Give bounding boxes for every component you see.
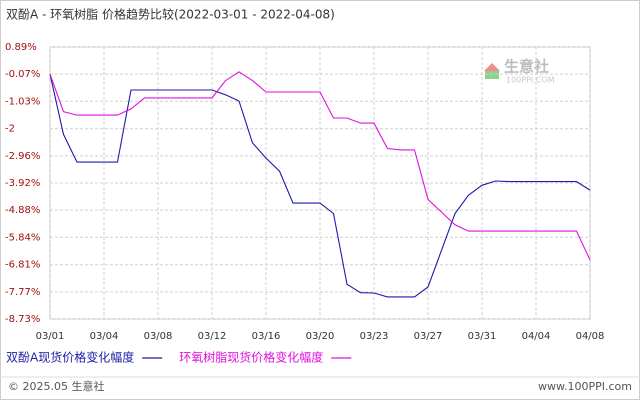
x-tick-label: 04/08 [576,331,605,342]
x-tick-label: 03/04 [90,331,119,342]
watermark-icon [484,63,500,71]
y-tick-label: -3.92% [5,178,40,189]
y-tick-label: -2.96% [5,151,40,162]
watermark-icon-base [485,71,499,79]
footer-right: www.100PPI.com [538,380,632,393]
x-tick-label: 03/27 [414,331,443,342]
x-tick-label: 03/16 [252,331,281,342]
y-tick-label: -2 [5,124,15,135]
series-line [49,71,591,261]
y-tick-label: -6.81% [5,260,40,271]
x-tick-label: 03/01 [36,331,65,342]
x-tick-label: 03/23 [360,331,389,342]
watermark-site: 100PPI.COM [506,76,555,85]
chart-title: 双酚A - 环氧树脂 价格趋势比较(2022-03-01 - 2022-04-0… [6,7,335,22]
footer-left: © 2025.05 生意社 [8,379,104,393]
y-tick-label: 0.89% [5,42,37,53]
y-tick-label: -8.73% [5,314,40,325]
x-tick-label: 03/31 [468,331,497,342]
y-tick-label: -5.84% [5,232,40,243]
x-tick-label: 03/08 [144,331,173,342]
y-tick-label: -1.03% [5,96,40,107]
watermark-name: 生意社 [504,58,549,76]
series-line [49,73,591,298]
y-tick-label: -4.88% [5,205,40,216]
x-tick-label: 03/12 [198,331,227,342]
x-tick-label: 04/04 [522,331,551,342]
x-tick-label: 03/20 [306,331,335,342]
y-tick-label: -7.77% [5,287,40,298]
legend-label: 环氧树脂现货价格变化幅度 [179,350,323,365]
y-tick-label: -0.07% [5,69,40,80]
legend-label: 双酚A现货价格变化幅度 [6,350,134,365]
watermark: 生意社 100PPI.COM [484,58,555,85]
